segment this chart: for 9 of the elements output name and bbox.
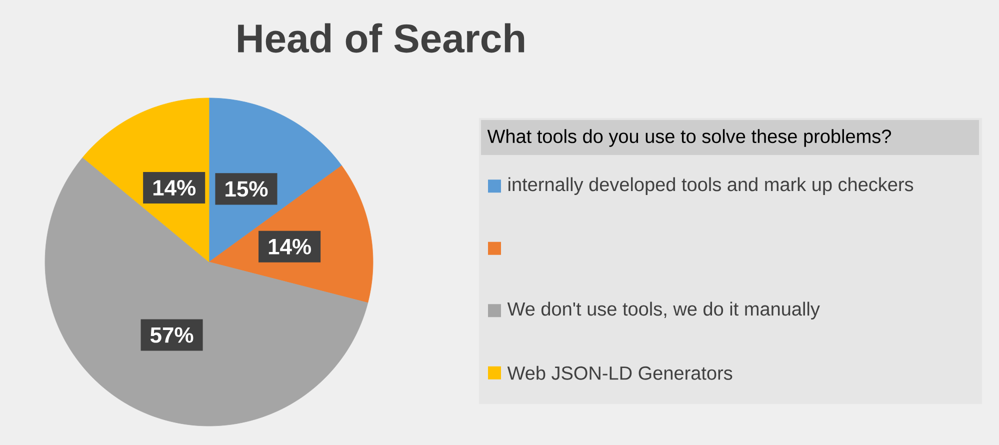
data-label: 15% [226, 181, 268, 197]
data-label: 14% [268, 238, 311, 254]
data-label: 57% [150, 327, 194, 343]
legend-title: What tools do you use to solve these problems? [487, 129, 892, 147]
chart-title: Head of Search [238, 23, 524, 53]
legend-label: internally developed tools and mark up checkers [508, 177, 914, 195]
data-label: 14% [153, 180, 196, 196]
legend-label: We don't use tools, we do it manually [507, 302, 820, 320]
legend-label: Web JSON-LD Generators [507, 366, 732, 380]
